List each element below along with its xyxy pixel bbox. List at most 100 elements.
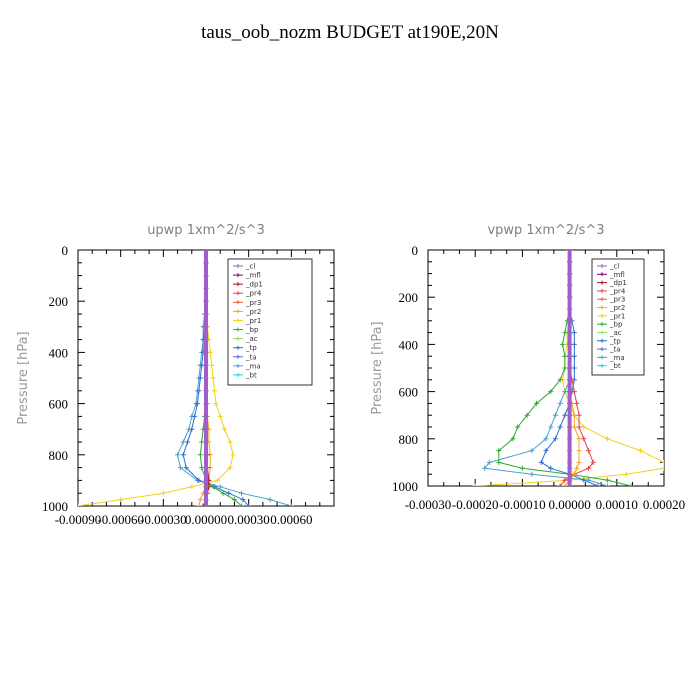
data-point [595, 483, 601, 486]
legend-marker [600, 288, 604, 293]
legend-label: _tp [609, 337, 621, 345]
data-point [496, 459, 502, 465]
data-point [567, 353, 573, 359]
data-point [203, 477, 209, 483]
data-point [496, 448, 502, 454]
legend-label: _bp [609, 321, 623, 329]
series-pr1 [78, 250, 236, 506]
data-point [604, 483, 610, 486]
legend-label: _pr1 [245, 317, 261, 325]
data-point [548, 465, 554, 471]
data-point [581, 477, 587, 483]
data-point [567, 330, 573, 336]
data-point [571, 353, 577, 359]
legend: _cl_mfl_dp1_pr4_pr3_pr2_pr1_bp_ac_tp_ta_… [591, 258, 645, 376]
data-point [567, 412, 573, 418]
y-tick-label: 800 [399, 432, 419, 447]
data-point [562, 477, 568, 483]
data-point [538, 459, 544, 465]
legend-marker [236, 327, 240, 332]
data-point [567, 294, 573, 300]
legend-marker [600, 313, 604, 318]
data-point [543, 436, 549, 442]
legend-marker [600, 305, 604, 310]
data-point [197, 375, 203, 381]
legend-marker [600, 264, 604, 268]
legend-label: _mfl [245, 272, 261, 280]
y-tick-label: 0 [412, 243, 419, 258]
legend-marker [600, 363, 604, 368]
data-point [185, 439, 191, 445]
data-point [529, 448, 535, 454]
legend-label: _bt [245, 371, 257, 379]
data-point [183, 465, 189, 471]
x-tick-label: 0.00020 [643, 497, 685, 512]
plot-area [78, 250, 294, 506]
data-point [213, 401, 219, 407]
y-tick-label: 600 [49, 397, 69, 412]
data-point [209, 362, 215, 368]
data-point [203, 484, 209, 490]
data-point [567, 365, 573, 371]
legend-marker [236, 282, 240, 287]
data-point [217, 484, 223, 490]
legend-marker [600, 297, 604, 302]
data-point [567, 459, 573, 465]
data-point [585, 448, 591, 454]
y-tick-label: 200 [399, 290, 419, 305]
legend-label: _pr2 [609, 304, 625, 312]
data-point [203, 388, 209, 394]
legend-label: _ma [245, 362, 261, 370]
data-point [175, 452, 181, 458]
data-point [567, 318, 573, 324]
data-point [221, 426, 227, 432]
data-point [534, 400, 540, 406]
data-point [203, 452, 209, 458]
data-point [567, 448, 573, 454]
data-point [203, 375, 209, 381]
data-point [571, 341, 577, 347]
data-point [288, 503, 294, 506]
data-point [210, 484, 216, 490]
data-point [226, 490, 232, 496]
legend-label: _pr2 [245, 308, 261, 316]
data-point [196, 503, 202, 506]
data-point [562, 330, 568, 336]
data-point [118, 497, 124, 503]
data-point [574, 465, 580, 471]
data-point [567, 436, 573, 442]
legend-marker [600, 280, 604, 285]
data-point [203, 426, 209, 432]
data-point [567, 250, 573, 253]
data-point [203, 349, 209, 355]
data-point [552, 436, 558, 442]
data-point [227, 465, 233, 471]
data-point [557, 377, 563, 383]
data-point [192, 413, 198, 419]
x-tick-label: 0.00000 [185, 512, 227, 527]
data-point [567, 400, 573, 406]
legend-marker [236, 345, 240, 350]
data-point [548, 424, 554, 430]
y-tick-label: 200 [49, 294, 69, 309]
data-point [267, 497, 273, 503]
data-point [571, 389, 577, 395]
data-point [519, 465, 525, 471]
legend-label: _tp [245, 344, 257, 352]
legend-box [591, 258, 645, 376]
y-tick-label: 1000 [42, 499, 68, 514]
legend-label: _ac [609, 329, 622, 337]
data-point [576, 448, 582, 454]
data-point [604, 436, 610, 442]
series-cl [203, 250, 209, 506]
x-tick-label: 0.00030 [228, 512, 270, 527]
legend-label: _ta [245, 353, 257, 361]
page-title: taus_oob_nozm BUDGET at190E,20N [201, 22, 499, 43]
legend-marker [236, 336, 240, 341]
data-point [160, 490, 166, 496]
legend-label: _ma [609, 354, 625, 362]
data-point [203, 465, 209, 471]
data-point [581, 424, 587, 430]
legend-marker [600, 338, 604, 343]
data-point [524, 412, 530, 418]
